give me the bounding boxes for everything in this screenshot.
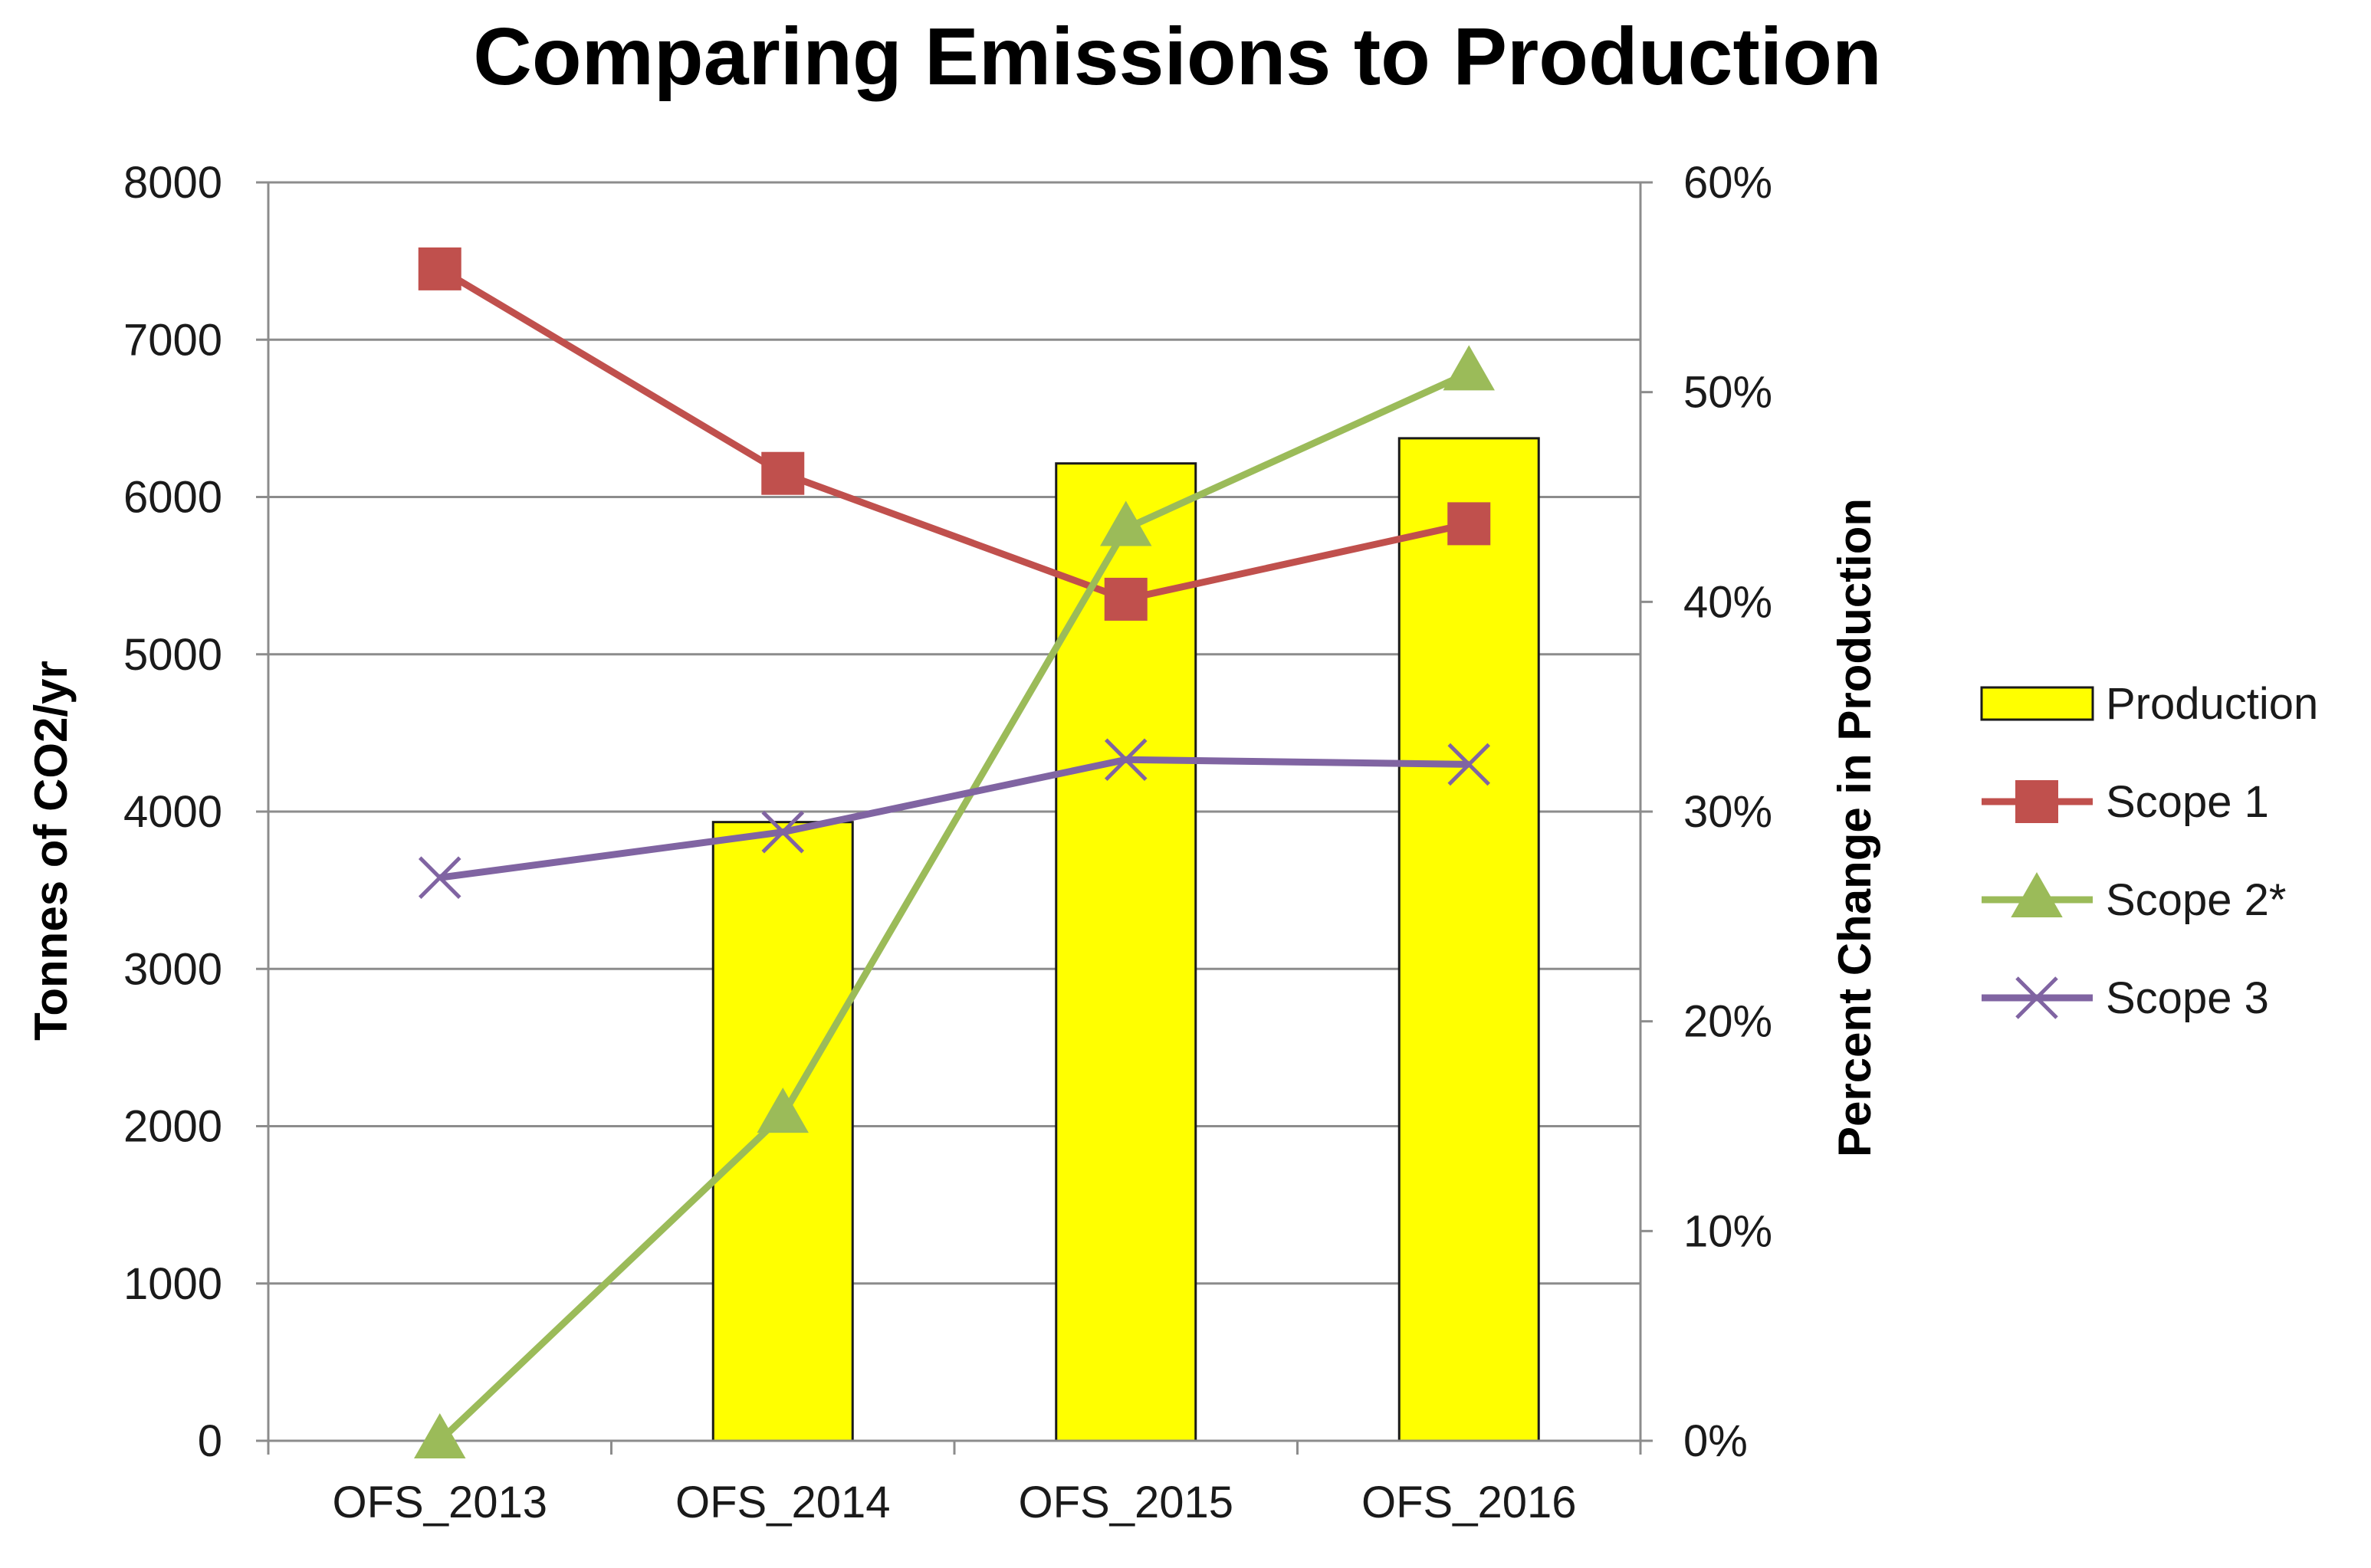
scope-2-line — [437, 369, 1471, 1444]
y-tick-label: 3000 — [123, 944, 222, 994]
y-tick-label: 8000 — [123, 158, 222, 208]
legend-label-production: Production — [2106, 679, 2318, 729]
y2-tick-label: 20% — [1683, 997, 1772, 1047]
x-tick-label: OFS_2014 — [675, 1478, 891, 1527]
gridlines — [268, 181, 1640, 1285]
scope-3-point-stroke — [1104, 738, 1148, 782]
scope-2-point — [1443, 345, 1495, 391]
legend-label-scope-1: Scope 1 — [2106, 777, 2269, 827]
scope-2-point — [414, 1412, 466, 1458]
y2-tick-label: 60% — [1683, 158, 1772, 208]
scope-3-point-stroke — [1447, 743, 1491, 786]
production-bar — [1397, 437, 1540, 1442]
x-tick-label: OFS_2016 — [1361, 1478, 1577, 1527]
series-lines — [414, 247, 1495, 1458]
scope-1-point — [1104, 577, 1148, 621]
legend-marker-scope-3 — [2015, 976, 2058, 1019]
legend: Production Scope 1 Scope 2* Scope 3 — [1980, 679, 2318, 1023]
legend-marker-scope-1 — [2015, 780, 2058, 823]
y-tick-label: 6000 — [123, 473, 222, 523]
production-bars — [711, 437, 1540, 1442]
legend-label-scope-2: Scope 2* — [2106, 875, 2286, 925]
y-tick-label: 4000 — [123, 787, 222, 837]
scope-3-point — [418, 856, 461, 899]
chart-title: Comparing Emissions to Production — [473, 11, 1881, 102]
scope-1-point — [418, 247, 461, 290]
x-tick-label: OFS_2015 — [1018, 1478, 1233, 1527]
legend-swatch-production — [1980, 686, 2094, 721]
y-tick-label: 1000 — [123, 1259, 222, 1309]
scope-3-point — [761, 810, 805, 854]
x-tick-label: OFS_2013 — [332, 1478, 547, 1527]
y2-tick-label: 50% — [1683, 368, 1772, 418]
scope-3-point — [1447, 743, 1491, 786]
y-tick-label: 0 — [198, 1416, 222, 1466]
legend-label-scope-3: Scope 3 — [2106, 973, 2269, 1023]
production-bar — [1055, 462, 1197, 1442]
y2-tick-label: 30% — [1683, 787, 1772, 837]
scope-2-point — [757, 1087, 809, 1133]
legend-marker-scope-3-stroke — [2015, 976, 2058, 1019]
scope-3-point-stroke — [761, 810, 805, 854]
legend-marker-scope-2 — [2011, 871, 2063, 917]
y2-tick-label: 40% — [1683, 577, 1772, 627]
y-tick-label: 7000 — [123, 315, 222, 365]
scope-2-point — [1100, 500, 1152, 546]
y2-axis-title: Percent Change in Production — [1829, 498, 1880, 1157]
y-tick-label: 5000 — [123, 630, 222, 680]
scope-3-line — [439, 756, 1470, 881]
y-axis-title: Tonnes of CO2/yr — [25, 661, 77, 1041]
scope-1-line — [438, 266, 1470, 603]
y2-tick-label: 0% — [1683, 1416, 1748, 1466]
scope-1-point — [761, 451, 805, 495]
tick-labels: 0 1000 2000 3000 4000 5000 6000 7000 8000 0% 10% 20… — [123, 158, 1772, 1527]
y2-tick-label: 10% — [1683, 1206, 1772, 1256]
scope-3-point — [1104, 738, 1148, 782]
scope-1-point — [1447, 502, 1491, 546]
y-tick-label: 2000 — [123, 1102, 222, 1152]
scope-3-point-stroke — [418, 856, 461, 899]
axes — [256, 181, 1653, 1455]
